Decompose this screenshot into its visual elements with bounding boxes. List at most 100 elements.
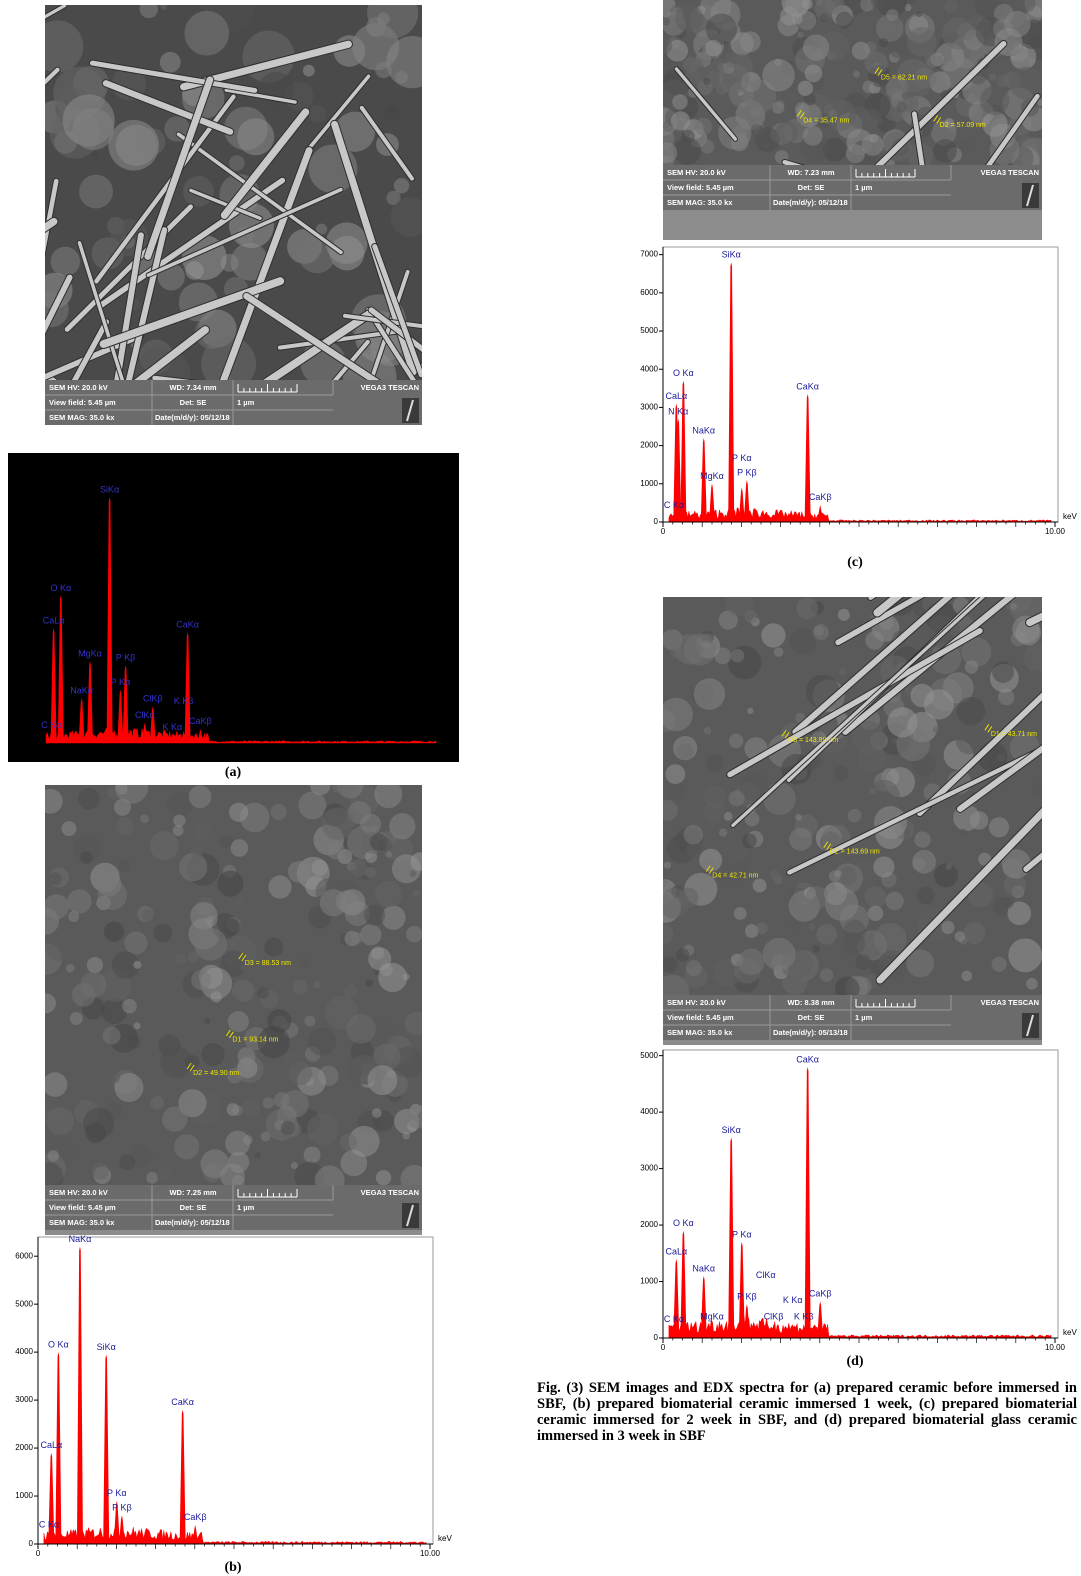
sem-texture bbox=[83, 1108, 114, 1139]
peak-label: CaLα bbox=[43, 616, 65, 626]
sem-texture bbox=[219, 834, 232, 847]
sem-texture bbox=[813, 624, 829, 640]
sem-texture bbox=[364, 905, 385, 926]
info-text: SEM MAG: 35.0 kx bbox=[49, 413, 115, 422]
sem-texture bbox=[836, 12, 853, 29]
y-tick-label: 5000 bbox=[640, 1051, 658, 1060]
info-text: 1 µm bbox=[855, 183, 873, 192]
spectrum-background bbox=[8, 453, 459, 762]
sem-texture bbox=[797, 32, 804, 39]
sem-texture bbox=[803, 34, 829, 60]
sem-texture bbox=[704, 727, 712, 735]
sem-texture bbox=[394, 178, 409, 193]
sem-texture bbox=[742, 833, 757, 848]
sem-texture bbox=[734, 907, 747, 920]
sem-texture bbox=[173, 825, 184, 836]
sem-texture bbox=[659, 665, 678, 684]
sem-texture bbox=[308, 1027, 336, 1055]
sem-texture bbox=[1003, 897, 1014, 908]
peak-label: P Kβ bbox=[737, 1291, 757, 1301]
sem-texture bbox=[848, 809, 862, 823]
sem-texture bbox=[744, 610, 757, 623]
sem-texture bbox=[676, 948, 690, 962]
sem-texture bbox=[193, 19, 211, 37]
y-tick-label: 6000 bbox=[15, 1251, 33, 1260]
sem-texture bbox=[360, 924, 381, 945]
peak-label: ClKα bbox=[756, 1270, 776, 1280]
sem-texture bbox=[303, 65, 315, 77]
sem-texture bbox=[154, 959, 175, 980]
y-tick-label: 3000 bbox=[15, 1395, 33, 1404]
sem-texture bbox=[982, 111, 1007, 136]
x-tick-label: 0 bbox=[36, 1549, 41, 1558]
sem-texture bbox=[313, 981, 320, 988]
sem-texture bbox=[838, 609, 850, 621]
sem-texture bbox=[980, 86, 1009, 115]
sem-texture bbox=[49, 872, 62, 885]
sem-texture bbox=[118, 860, 130, 872]
sem-texture bbox=[798, 81, 813, 96]
sem-texture bbox=[254, 1152, 261, 1159]
y-tick-label: 6000 bbox=[640, 288, 658, 297]
info-text: 1 µm bbox=[237, 1203, 255, 1212]
info-text: SEM HV: 20.0 kV bbox=[667, 168, 726, 177]
sem-texture bbox=[917, 886, 935, 904]
sem-texture bbox=[946, 863, 952, 869]
measurement-label: D2 = 49.90 nm bbox=[193, 1070, 239, 1077]
sem-texture bbox=[916, 11, 923, 18]
sem-texture bbox=[661, 956, 677, 972]
sem-texture bbox=[264, 938, 283, 957]
sem-texture bbox=[775, 121, 798, 144]
x-tick-label: 10.00 bbox=[1045, 1343, 1066, 1352]
sem-texture bbox=[116, 817, 134, 835]
sem-texture bbox=[959, 829, 967, 837]
sem-texture bbox=[837, 124, 845, 132]
sem-texture bbox=[211, 991, 222, 1002]
figure-caption: Fig. (3) SEM images and EDX spectra for … bbox=[537, 1380, 1077, 1444]
sem-texture bbox=[179, 853, 207, 881]
peak-label: CaLα bbox=[40, 1440, 62, 1450]
sem-texture bbox=[762, 59, 794, 91]
sem-texture bbox=[156, 1167, 171, 1182]
sem-texture bbox=[365, 867, 376, 878]
info-text: VEGA3 TESCAN bbox=[361, 1188, 419, 1197]
sem-texture bbox=[72, 108, 114, 150]
x-tick-label: 10.00 bbox=[1045, 527, 1066, 536]
sem-texture bbox=[835, 870, 842, 877]
sem-texture bbox=[1032, 783, 1048, 799]
peak-label: K Kβ bbox=[174, 696, 194, 706]
sem-texture bbox=[374, 780, 402, 808]
sem-texture bbox=[83, 34, 89, 40]
sem-texture bbox=[989, 817, 1009, 837]
sem-texture bbox=[78, 788, 100, 810]
peak-label: K Kβ bbox=[794, 1311, 814, 1321]
sem-texture bbox=[839, 668, 846, 675]
sem-texture bbox=[659, 698, 693, 732]
sem-texture bbox=[753, 879, 767, 893]
sem-texture bbox=[45, 932, 74, 961]
sem-texture bbox=[380, 838, 392, 850]
y-tick-label: 1000 bbox=[640, 479, 658, 488]
sem-texture bbox=[941, 921, 954, 934]
info-text: View field: 5.45 µm bbox=[49, 398, 116, 407]
sem-image bbox=[0, 0, 517, 532]
sem-texture bbox=[731, 649, 745, 663]
y-tick-label: 4000 bbox=[640, 1107, 658, 1116]
sem-texture bbox=[405, 1012, 429, 1036]
sem-texture bbox=[957, 23, 974, 40]
info-text: SEM MAG: 35.0 kx bbox=[49, 1218, 115, 1227]
sem-texture bbox=[862, 81, 875, 94]
sem-texture bbox=[190, 902, 218, 930]
sem-texture bbox=[298, 791, 326, 819]
sem-texture bbox=[92, 1163, 109, 1180]
measurement-label: D1 = 43.71 nm bbox=[991, 731, 1037, 738]
info-text: VEGA3 TESCAN bbox=[361, 383, 419, 392]
sem-texture bbox=[957, 697, 986, 726]
sem-texture bbox=[970, 811, 988, 829]
sem-texture bbox=[320, 889, 347, 916]
sem-texture bbox=[346, 1014, 376, 1044]
sem-texture bbox=[153, 923, 172, 942]
sem-texture bbox=[1008, 938, 1042, 972]
sem-texture bbox=[104, 922, 124, 942]
sem-texture bbox=[122, 999, 137, 1014]
